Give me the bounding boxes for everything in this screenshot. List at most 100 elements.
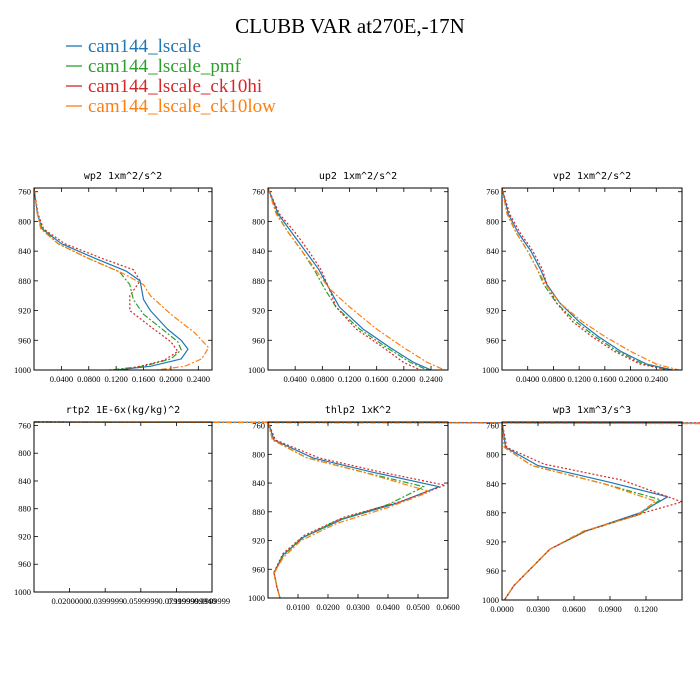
plot-frame [267,421,449,599]
series-line [501,421,683,601]
y-tick-label: 840 [486,479,499,489]
y-tick-label: 920 [18,531,31,541]
series-line [501,187,673,371]
x-tick-label: 0.2400 [419,374,442,384]
y-tick-label: 800 [486,450,499,460]
x-tick-label: 0.1200 [567,374,590,384]
y-tick-label: 760 [252,187,265,197]
y-tick-label: 960 [252,564,265,574]
x-tick-label: 0.0399999 [87,596,123,606]
y-tick-label: 840 [18,476,31,486]
y-tick-label: 800 [486,216,499,226]
series-line [33,187,182,371]
series-line [267,421,446,599]
y-tick-label: 880 [252,276,265,286]
y-tick-label: 760 [18,187,31,197]
x-tick-label: 0.0600 [562,604,585,614]
series-line [267,421,431,599]
panel: wp3 1xm^3/s^3 760 800 840 880 920 960 10000.000… [482,405,683,614]
x-tick-label: 0.0300 [526,604,549,614]
x-tick-label: 0.1600 [132,374,155,384]
x-tick-label: 0.1200 [104,374,127,384]
panels: wp2 1xm^2/s^2 760 800 840 880 920 960 1000 0.040… [14,171,700,614]
series-line [33,421,700,424]
x-tick-label: 0.0800 [77,374,100,384]
x-tick-label: 0.1600 [593,374,616,384]
x-tick-label: 0.1200 [634,604,657,614]
series-line [33,421,700,424]
legend-entry: cam144_lscale [88,36,201,57]
y-tick-label: 800 [252,216,265,226]
x-tick-label: 0.0599999 [123,596,159,606]
x-tick-label: 0.0400 [516,374,539,384]
panel: rtp2 1E-6x(kg/kg)^2 760 800 840 880 920 960 100… [14,405,700,606]
y-tick-label: 920 [486,306,499,316]
plot-frame [33,421,213,593]
y-tick-label: 840 [252,246,265,256]
x-tick-label: 0.1600 [365,374,388,384]
y-tick-label: 760 [252,421,265,431]
panel-title: vp2 1xm^2/s^2 [553,171,631,182]
x-tick-label: 0.0200 [316,602,339,612]
x-tick-label: 0.0500 [406,602,429,612]
y-tick-label: 880 [486,508,499,518]
series-line [33,187,210,371]
panel-title: thlp2 1xK^2 [325,405,391,416]
y-tick-label: 800 [252,449,265,459]
x-tick-label: 0.1199999940 [167,596,216,606]
y-tick-label: 880 [18,276,31,286]
y-tick-label: 760 [486,421,499,431]
x-tick-label: 0.0400 [376,602,399,612]
series-line [267,421,440,599]
panel-title: up2 1xm^2/s^2 [319,171,397,182]
y-tick-label: 840 [486,246,499,256]
x-tick-label: 0.2400 [187,374,210,384]
plot-frame [33,187,213,371]
x-tick-label: 0.0600 [436,602,459,612]
series-line [501,187,670,371]
x-tick-label: 0.0799999 [158,596,194,606]
y-tick-label: 960 [486,335,499,345]
panel: vp2 1xm^2/s^2 760 800 840 880 920 960 1000 0.040… [482,171,683,384]
series-line [267,187,445,371]
panel: thlp2 1xK^2 760 800 840 880 920 960 1000 0.0100 0… [248,405,460,612]
x-tick-label: 0.2400 [645,374,668,384]
y-tick-label: 1000 [482,595,499,605]
x-tick-label: 0.0800 [542,374,565,384]
y-tick-label: 1000 [248,365,265,375]
series-line [33,187,179,371]
series-line [501,187,670,371]
x-tick-label: 0.2000 [159,374,182,384]
x-tick-label: 0.0100 [286,602,309,612]
y-tick-label: 800 [18,448,31,458]
series-line [33,421,700,425]
x-tick-label: 0.2000 [619,374,642,384]
y-tick-label: 880 [18,504,31,514]
x-tick-label: 0.0800 [311,374,334,384]
plot-frame [501,421,683,601]
legend-entry: cam144_lscale_ck10hi [88,76,262,97]
x-tick-label: 0.0200000 [52,596,88,606]
series-line [501,187,679,371]
legend: cam144_lscalecam144_lscale_pmfcam144_lsc… [66,36,276,117]
y-tick-label: 1000 [14,587,31,597]
x-tick-label: 0.0999999 [194,596,230,606]
series-line [267,187,422,371]
x-tick-label: 0.2000 [392,374,415,384]
y-tick-label: 960 [252,335,265,345]
x-tick-label: 0.1200 [338,374,361,384]
y-tick-label: 840 [18,246,31,256]
figure-title: CLUBB VAR at270E,-17N [235,14,465,38]
x-tick-label: 0.0400 [50,374,73,384]
y-tick-label: 760 [18,420,31,430]
y-tick-label: 960 [18,335,31,345]
y-tick-label: 920 [486,537,499,547]
series-line [501,421,657,601]
y-tick-label: 920 [252,306,265,316]
x-tick-label: 0.0900 [598,604,621,614]
y-tick-label: 880 [486,276,499,286]
x-tick-label: 0.0300 [346,602,369,612]
y-tick-label: 960 [18,559,31,569]
y-tick-label: 920 [18,306,31,316]
